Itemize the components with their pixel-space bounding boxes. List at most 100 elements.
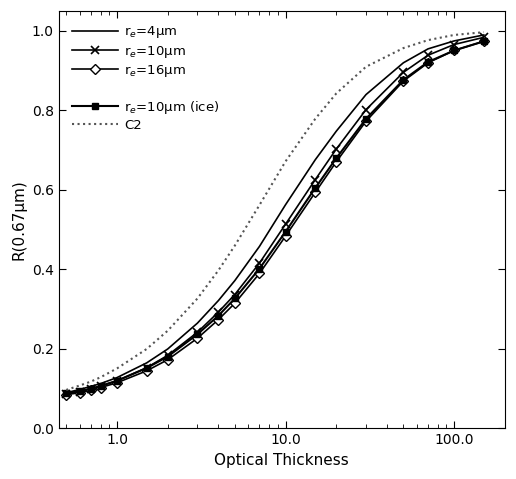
C2 <box>363 64 369 69</box>
C2 <box>143 346 150 352</box>
r$_e$=10μm <box>114 378 120 384</box>
r$_e$=16μm <box>88 388 94 393</box>
r$_e$=10μm <box>282 221 288 227</box>
r$_e$=16μm <box>98 385 104 390</box>
C2 <box>114 365 120 371</box>
r$_e$=16μm <box>282 233 288 239</box>
r$_e$=10μm (ice) <box>232 296 238 301</box>
r$_e$=4μm <box>98 381 104 387</box>
Legend: r$_e$=4μm, r$_e$=10μm, r$_e$=16μm, , r$_e$=10μm (ice), C2: r$_e$=4μm, r$_e$=10μm, r$_e$=16μm, , r$_… <box>65 18 227 138</box>
r$_e$=4μm <box>312 157 318 163</box>
r$_e$=16μm <box>195 335 201 341</box>
r$_e$=16μm <box>312 190 318 195</box>
r$_e$=4μm <box>165 346 171 352</box>
r$_e$=16μm <box>114 380 120 386</box>
Line: r$_e$=10μm (ice): r$_e$=10μm (ice) <box>63 38 487 396</box>
r$_e$=4μm <box>143 360 150 366</box>
r$_e$=4μm <box>232 278 238 284</box>
r$_e$=16μm <box>76 390 83 396</box>
C2 <box>98 374 104 380</box>
r$_e$=10μm <box>63 391 69 397</box>
r$_e$=4μm <box>63 390 69 396</box>
r$_e$=10μm <box>98 383 104 389</box>
C2 <box>481 29 487 35</box>
r$_e$=10μm (ice) <box>481 38 487 44</box>
r$_e$=4μm <box>256 243 263 249</box>
r$_e$=10μm (ice) <box>312 185 318 191</box>
Line: C2: C2 <box>66 32 484 390</box>
C2 <box>400 45 407 51</box>
C2 <box>451 32 457 38</box>
C2 <box>232 243 238 249</box>
r$_e$=10μm (ice) <box>425 59 431 65</box>
C2 <box>165 328 171 333</box>
r$_e$=10μm (ice) <box>143 365 150 371</box>
r$_e$=10μm (ice) <box>76 388 83 394</box>
C2 <box>88 379 94 385</box>
X-axis label: Optical Thickness: Optical Thickness <box>214 453 349 468</box>
r$_e$=4μm <box>481 32 487 38</box>
r$_e$=16μm <box>63 392 69 398</box>
r$_e$=10μm (ice) <box>215 313 221 319</box>
r$_e$=10μm (ice) <box>114 378 120 384</box>
C2 <box>215 267 221 273</box>
r$_e$=10μm <box>400 69 407 75</box>
r$_e$=16μm <box>425 60 431 66</box>
C2 <box>425 37 431 43</box>
r$_e$=4μm <box>363 91 369 97</box>
r$_e$=10μm (ice) <box>400 77 407 83</box>
r$_e$=10μm (ice) <box>282 229 288 235</box>
r$_e$=4μm <box>400 60 407 66</box>
r$_e$=16μm <box>333 159 340 165</box>
r$_e$=4μm <box>425 46 431 52</box>
r$_e$=16μm <box>256 271 263 276</box>
r$_e$=4μm <box>114 375 120 380</box>
r$_e$=10μm <box>165 353 171 358</box>
r$_e$=10μm <box>256 260 263 266</box>
C2 <box>63 387 69 393</box>
r$_e$=4μm <box>195 320 201 326</box>
r$_e$=10μm (ice) <box>195 331 201 337</box>
r$_e$=10μm (ice) <box>363 116 369 122</box>
r$_e$=10μm <box>143 365 150 371</box>
r$_e$=10μm <box>195 330 201 335</box>
r$_e$=4μm <box>282 202 288 207</box>
r$_e$=10μm <box>232 292 238 297</box>
r$_e$=10μm <box>215 309 221 315</box>
r$_e$=16μm <box>451 47 457 53</box>
r$_e$=10μm <box>333 146 340 152</box>
r$_e$=16μm <box>215 317 221 322</box>
C2 <box>282 159 288 164</box>
r$_e$=16μm <box>363 118 369 124</box>
r$_e$=4μm <box>451 38 457 44</box>
Y-axis label: R(0.67μm): R(0.67μm) <box>11 180 26 260</box>
r$_e$=10μm (ice) <box>98 383 104 389</box>
C2 <box>195 296 201 301</box>
r$_e$=10μm (ice) <box>333 155 340 161</box>
C2 <box>76 383 83 388</box>
r$_e$=10μm <box>425 52 431 58</box>
r$_e$=10μm <box>312 177 318 182</box>
r$_e$=4μm <box>333 128 340 134</box>
r$_e$=10μm (ice) <box>451 47 457 53</box>
r$_e$=16μm <box>400 78 407 84</box>
r$_e$=16μm <box>165 357 171 363</box>
r$_e$=16μm <box>481 38 487 44</box>
r$_e$=4μm <box>76 387 83 392</box>
Line: r$_e$=4μm: r$_e$=4μm <box>66 35 484 393</box>
C2 <box>333 91 340 96</box>
r$_e$=4μm <box>215 297 221 303</box>
C2 <box>256 202 263 208</box>
r$_e$=4μm <box>88 384 94 389</box>
r$_e$=10μm <box>481 34 487 40</box>
Line: r$_e$=16μm: r$_e$=16μm <box>63 38 487 398</box>
r$_e$=10μm (ice) <box>88 386 94 392</box>
r$_e$=10μm <box>451 42 457 47</box>
r$_e$=10μm (ice) <box>165 354 171 359</box>
r$_e$=10μm <box>363 107 369 113</box>
r$_e$=10μm (ice) <box>256 266 263 272</box>
r$_e$=10μm <box>76 388 83 394</box>
r$_e$=10μm (ice) <box>63 390 69 396</box>
r$_e$=16μm <box>143 368 150 374</box>
r$_e$=16μm <box>232 300 238 306</box>
